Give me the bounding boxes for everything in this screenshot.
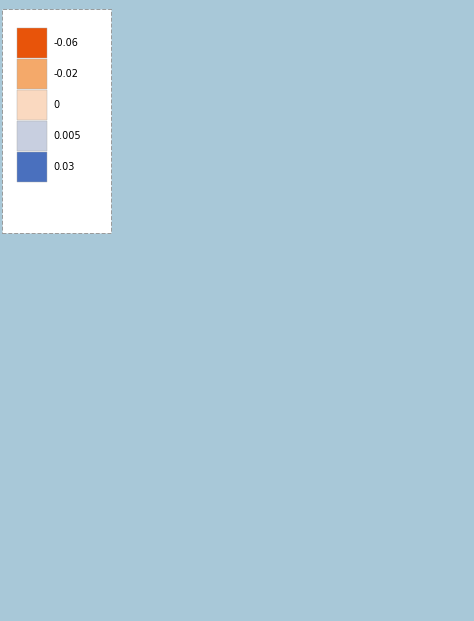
Text: 0: 0	[53, 100, 59, 110]
Text: 0.03: 0.03	[53, 162, 74, 172]
Bar	[17, 121, 47, 151]
Bar	[17, 152, 47, 182]
FancyBboxPatch shape	[2, 9, 111, 233]
Bar	[17, 59, 47, 89]
Bar	[17, 90, 47, 120]
Text: -0.02: -0.02	[53, 69, 78, 79]
Bar	[17, 28, 47, 58]
Text: -0.06: -0.06	[53, 38, 78, 48]
Text: 0.005: 0.005	[53, 131, 81, 141]
